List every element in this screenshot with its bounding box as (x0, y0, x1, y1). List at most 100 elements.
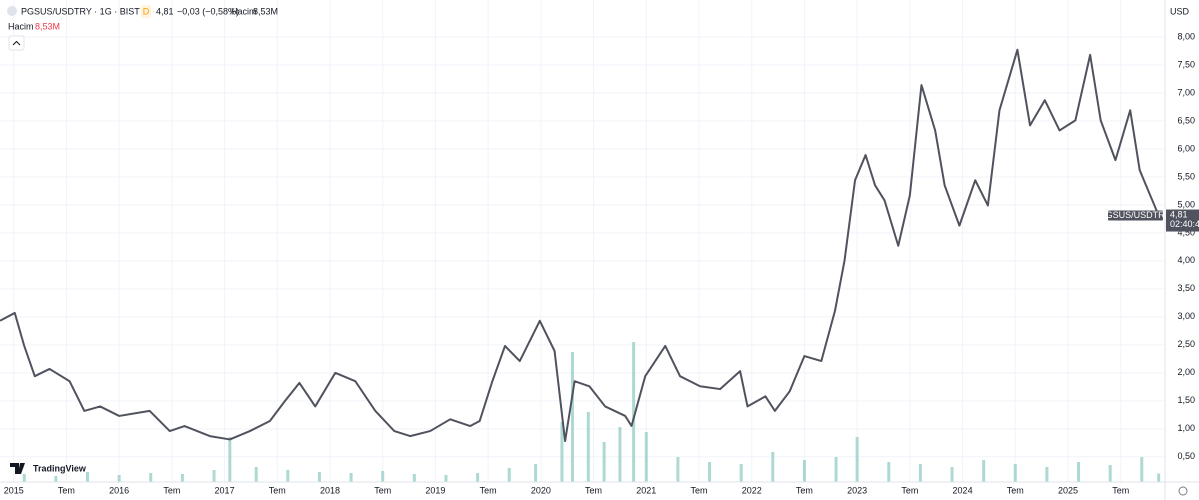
y-tick-label: 5,50 (1177, 171, 1195, 181)
logo-icon (10, 463, 25, 474)
x-tick-label: 2020 (531, 485, 551, 495)
x-tick-label: Tem (690, 485, 707, 495)
symbol: PGSUS/USDTRY · 1G · BIST (21, 6, 140, 16)
volume-bar (1077, 462, 1081, 482)
volume-bar (834, 457, 838, 482)
x-tick-label: Tem (163, 485, 180, 495)
volume-bar (228, 437, 232, 482)
volume-bar (254, 467, 258, 482)
x-tick-label: 2017 (215, 485, 235, 495)
x-tick-label: Tem (374, 485, 391, 495)
countdown: 02:40:48 (1170, 219, 1199, 229)
volume-bar (855, 437, 859, 482)
symbol-label: PGSUS/USDTRY (1100, 210, 1171, 220)
volume-pane (22, 342, 1161, 482)
y-tick-label: 1,50 (1177, 395, 1195, 405)
y-tick-label: 7,50 (1177, 59, 1195, 69)
y-tick-label: 8,00 (1177, 31, 1195, 41)
volume-bar (212, 470, 216, 482)
volume-bar (22, 474, 26, 482)
volume-bar (1013, 464, 1017, 482)
x-tick-label: 2015 (4, 485, 24, 495)
volume-bar (950, 467, 954, 482)
volume-bar (534, 464, 538, 482)
y-tick-label: 1,00 (1177, 423, 1195, 433)
volume-bar (739, 464, 743, 482)
last-price: 4,81 (156, 6, 174, 16)
volume-bar (918, 464, 922, 482)
x-tick-label: 2025 (1058, 485, 1078, 495)
volume-bar (771, 452, 775, 482)
volume-bar (149, 473, 153, 482)
x-tick-label: Tem (269, 485, 286, 495)
change: −0,03 (−0,58%) (177, 6, 239, 16)
x-tick-label: Tem (901, 485, 918, 495)
volume-bar (317, 472, 321, 482)
volume-bar (676, 457, 680, 482)
volume-bar (476, 473, 480, 482)
volume-row-label: Hacim (8, 21, 34, 31)
volume-bar (1045, 467, 1049, 482)
volume-bar (117, 475, 121, 482)
volume-bar (507, 468, 511, 482)
volume-bar (887, 462, 891, 482)
volume-bar (586, 412, 590, 482)
volume-bar (618, 427, 622, 482)
volume-bar (1157, 473, 1161, 482)
volume-bar (570, 352, 574, 482)
volume-bar (708, 462, 712, 482)
volume-bar (982, 460, 986, 482)
x-tick-label: 2024 (953, 485, 973, 495)
price-label-bg (1166, 209, 1199, 232)
x-tick-label: 2022 (742, 485, 762, 495)
volume-bar (381, 471, 385, 482)
x-tick-label: 2021 (636, 485, 656, 495)
volume-bar (632, 342, 636, 482)
volume-bar (802, 460, 806, 482)
x-tick-label: Tem (58, 485, 75, 495)
volume-bar (349, 473, 353, 482)
y-tick-label: 2,50 (1177, 339, 1195, 349)
plot (0, 48, 1160, 443)
volume-bar (644, 432, 648, 482)
x-tick-label: Tem (1112, 485, 1129, 495)
volume-bar (54, 476, 58, 482)
x-tick-label: Tem (796, 485, 813, 495)
badge: D (143, 6, 150, 16)
volume-label: Hacim (231, 6, 257, 16)
symbol-icon (7, 6, 17, 16)
symbol-label-bg (1108, 210, 1163, 221)
x-tick-label: 2018 (320, 485, 340, 495)
volume-value: 8,53M (253, 6, 278, 16)
x-tick-label: Tem (585, 485, 602, 495)
y-tick-label: 6,00 (1177, 143, 1195, 153)
volume-bar (1140, 457, 1144, 482)
volume-bar (286, 470, 290, 482)
y-tick-label: 6,50 (1177, 115, 1195, 125)
volume-bar (1108, 465, 1112, 482)
collapse-icon (12, 40, 21, 46)
price-label: 4,81 (1170, 209, 1188, 219)
price-line (0, 48, 1160, 443)
y-tick-label: 4,00 (1177, 255, 1195, 265)
y-tick-label: 2,00 (1177, 367, 1195, 377)
settings-icon[interactable] (1178, 486, 1188, 496)
badge-bg (141, 5, 151, 18)
grid (0, 0, 1165, 482)
y-tick-label: 3,00 (1177, 311, 1195, 321)
x-tick-label: Tem (480, 485, 497, 495)
volume-bar (560, 422, 564, 482)
logo: TradingView (33, 463, 87, 473)
x-tick-label: 2023 (847, 485, 867, 495)
x-tick-label: Tem (1007, 485, 1024, 495)
collapse-button[interactable] (8, 35, 25, 51)
y-tick-label: 5,00 (1177, 199, 1195, 209)
volume-bar (180, 474, 184, 482)
y-tick-label: 7,00 (1177, 87, 1195, 97)
volume-bar (86, 472, 90, 482)
y-tick-label: 4,50 (1177, 227, 1195, 237)
volume-row-value: 8,53M (35, 21, 60, 31)
volume-bar (602, 442, 606, 482)
